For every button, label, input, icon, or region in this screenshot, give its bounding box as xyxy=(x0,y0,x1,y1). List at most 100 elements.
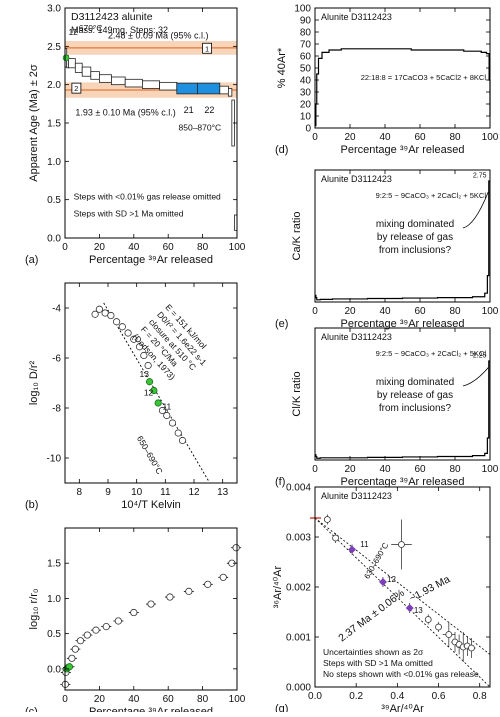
interpretation-note: from inclusions? xyxy=(379,245,452,256)
plot-frame xyxy=(314,486,491,688)
x-tick-label: 20 xyxy=(94,242,106,253)
arrhenius-point xyxy=(135,343,144,351)
annotation-step-21: 21 xyxy=(184,105,194,115)
radius-point xyxy=(185,587,193,595)
plateau-2-id: 2 xyxy=(74,84,78,93)
radius-point xyxy=(102,623,110,631)
y-tick-label: -10 xyxy=(47,454,62,465)
x-tick-label: 40 xyxy=(128,242,140,253)
interpretation-note: mixing dominated xyxy=(376,219,454,230)
y-tick-label: 0.000 xyxy=(286,683,311,694)
panel-label: (c) xyxy=(25,706,38,712)
arrhenius-point xyxy=(178,436,187,445)
isochron-point xyxy=(435,623,442,631)
chart-title: Alunite D3112423 xyxy=(321,332,392,342)
x-axis-label: Percentage ³⁹Ar released xyxy=(341,318,465,330)
isochron-purple-point xyxy=(378,578,387,586)
isochron-purple-point xyxy=(348,545,357,554)
radius-point xyxy=(219,573,227,581)
arrhenius-point xyxy=(95,305,104,313)
y-tick-label: 1.5 xyxy=(47,559,61,570)
y-tick-label: 0.001 xyxy=(286,633,311,644)
arrhenius-point xyxy=(168,419,177,427)
x-tick-label: 100 xyxy=(482,132,499,143)
y-tick-label: 0.004 xyxy=(286,483,311,494)
isochron-point xyxy=(445,631,453,638)
composition-annotation: 9:2:5 ~ 9CaCO₃ + 2CaCl₂ + 5KCl xyxy=(376,191,487,200)
x-tick-label: 40 xyxy=(128,694,140,705)
radius-point xyxy=(130,608,138,617)
age-step-box xyxy=(219,85,229,95)
x-tick-label: 0.6 xyxy=(432,691,446,702)
age-step-box xyxy=(176,82,198,95)
y-tick-label: 90 xyxy=(300,16,312,27)
panel-label: (d) xyxy=(275,144,288,156)
radius-point xyxy=(92,626,100,634)
panel-label: (e) xyxy=(275,318,288,330)
plateau-2-marker xyxy=(71,82,82,94)
annotation-temp: 670°C xyxy=(79,23,103,33)
y-tick-label: 0.0 xyxy=(47,234,61,245)
panel-g: 0.0 0.2 0.4 0.6 0.8 0.000 0.001 0.002 0.003 0.004… xyxy=(272,483,491,715)
isochron-point xyxy=(468,644,475,652)
plot-frame xyxy=(64,527,238,691)
x-tick-label: 60 xyxy=(414,464,426,475)
arrhenius-point xyxy=(107,311,115,320)
composition-annotation: 9:2:5 ~ 9CaCO₃ + 2CaCl₂ + 5KCl xyxy=(376,349,487,358)
y-tick-label: -8 xyxy=(52,404,61,415)
annotation-step-22: 22 xyxy=(204,105,214,115)
x-tick-label: 0.0 xyxy=(308,691,322,702)
point-label-11: 11 xyxy=(162,401,171,411)
isochron-point xyxy=(323,516,331,523)
y-tick-label: 50 xyxy=(300,64,312,75)
panel-b: 8 9 10 11 12 13 -4 -6 -8 -10 10⁴/T Kelvin log₁₀ D/r… xyxy=(25,282,238,511)
radius-point xyxy=(71,645,79,653)
arrhenius-point xyxy=(124,329,132,337)
y-axis-label: Apparent Age (Ma) ± 2σ xyxy=(28,64,40,182)
panel-f: 0 20 40 60 80 100 Percentage ³⁹Ar released Cl/K… xyxy=(275,327,499,488)
point-label-11: 11 xyxy=(360,540,369,549)
y-tick-label: 2.0 xyxy=(47,80,61,91)
isochron-point xyxy=(398,541,405,548)
x-tick-label: 80 xyxy=(449,306,461,317)
y-tick-label: -6 xyxy=(52,354,61,365)
x-tick-label: 60 xyxy=(163,242,175,253)
x-tick-label: 0.4 xyxy=(390,691,404,702)
note-line: Steps with <0.01% gas release omitted xyxy=(74,192,221,202)
radius-point xyxy=(83,631,91,639)
x-axis-label: Percentage ³⁹Ar released xyxy=(89,254,213,266)
x-tick-label: 40 xyxy=(379,306,391,317)
age-step-box xyxy=(68,58,76,69)
age-step-box xyxy=(111,76,126,86)
x-tick-label: 0 xyxy=(312,132,318,143)
x-tick-label: 100 xyxy=(482,464,499,475)
x-axis-label: ³⁹Ar/⁴⁰Ar xyxy=(381,703,424,712)
point-label-13: 13 xyxy=(414,606,423,615)
chart-title: Alunite D3112423 xyxy=(321,12,392,22)
isochron-age-label: 2.37 Ma ± 0.06% xyxy=(336,587,407,644)
plot-frame xyxy=(314,169,491,303)
y-axis-label: log₁₀ D/r² xyxy=(28,360,40,405)
arrhenius-point xyxy=(130,335,138,343)
plot-frame xyxy=(64,282,238,484)
x-tick-label: 0 xyxy=(312,464,318,475)
x-tick-label: 0.8 xyxy=(473,691,487,702)
x-tick-label: 13 xyxy=(217,487,229,498)
y-tick-label: 60 xyxy=(300,52,312,63)
composition-annotation: 22:18:8 = 17CaCO3 + 5CaCl2 + 8KCl xyxy=(361,73,487,82)
temp-label: 650–690°C xyxy=(135,434,165,476)
interpretation-note: by release of gas xyxy=(377,390,453,401)
arrhenius-point xyxy=(140,351,148,360)
plateau-1-label: 2.48 ± 0.09 Ma (95% c.l.) xyxy=(108,31,209,41)
peak-value-label: 2.25 xyxy=(473,352,487,359)
peak-value-label: 2.75 xyxy=(473,172,487,179)
isochron-line xyxy=(314,517,491,655)
radius-point xyxy=(68,654,76,662)
point-label-13: 13 xyxy=(140,369,150,379)
y-tick-label: 30 xyxy=(300,88,312,99)
age-step-box xyxy=(159,81,178,91)
x-tick-label: 40 xyxy=(379,132,391,143)
note-line: Steps with SD >1 Ma omitted xyxy=(323,658,433,668)
panel-c: 0 20 40 60 80 100 0.0 0.5 1.0 1.5 Percentage ³⁹Ar … xyxy=(25,527,246,717)
y-tick-label: -4 xyxy=(52,304,61,315)
